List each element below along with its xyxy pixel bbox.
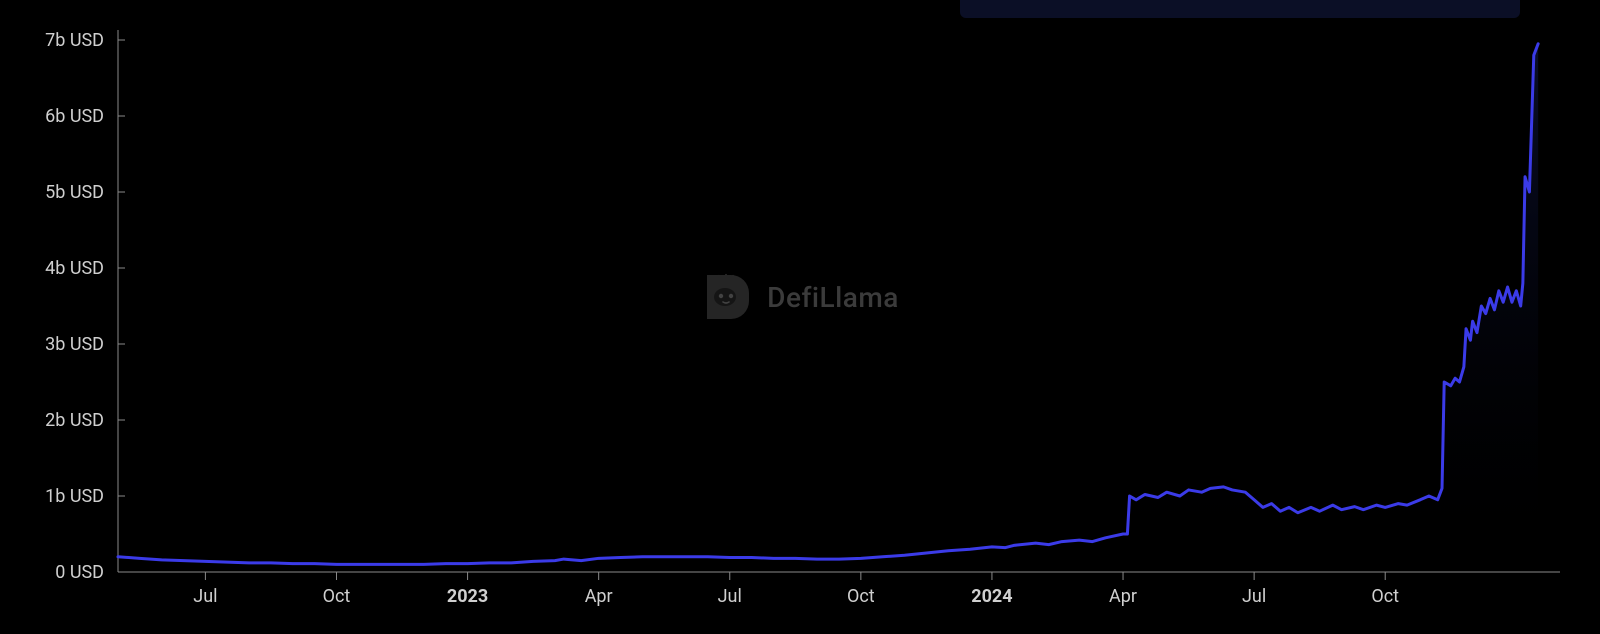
series-line	[118, 44, 1538, 565]
y-axis-label: 3b USD	[45, 334, 104, 355]
y-axis-label: 5b USD	[45, 182, 104, 203]
y-axis-label: 7b USD	[45, 30, 104, 51]
y-axis-label: 0 USD	[55, 562, 104, 583]
x-axis-label: Apr	[585, 586, 613, 607]
chart-container: 0 USD 1b USD 2b USD 3b USD 4b USD 5b USD 6b US…	[0, 0, 1600, 634]
y-axis-label: 4b USD	[45, 258, 104, 279]
series-area	[118, 44, 1538, 572]
x-axis-label: Jul	[193, 586, 217, 607]
x-axis-label: Oct	[1371, 586, 1399, 607]
x-axis-label: Jul	[1242, 586, 1266, 607]
x-axis-label: Jul	[718, 586, 742, 607]
x-axis-label: Apr	[1109, 586, 1137, 607]
x-axis-label: 2024	[971, 586, 1012, 607]
y-axis-label: 1b USD	[45, 486, 104, 507]
y-axis-label: 6b USD	[45, 106, 104, 127]
tooltip-strip	[960, 0, 1520, 18]
line-chart[interactable]: 0 USD 1b USD 2b USD 3b USD 4b USD 5b USD 6b US…	[0, 0, 1600, 634]
x-axis-label: 2023	[447, 586, 488, 607]
x-axis-label: Oct	[847, 586, 875, 607]
y-axis-label: 2b USD	[45, 410, 104, 431]
x-axis-label: Oct	[323, 586, 351, 607]
